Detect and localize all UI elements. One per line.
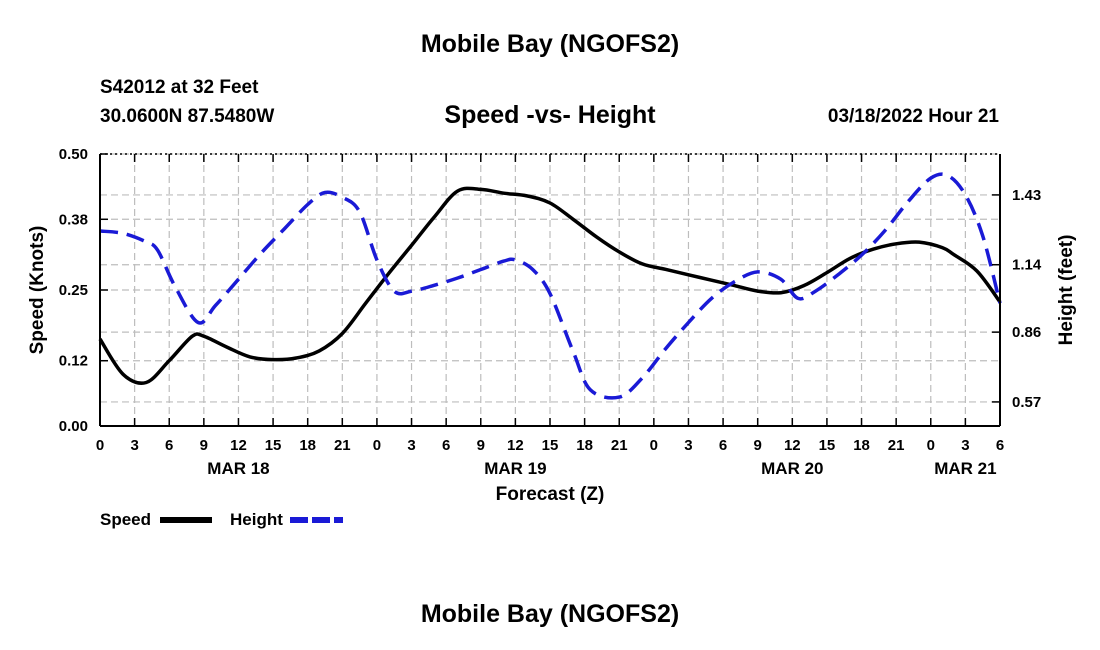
day-label: MAR 20 [761, 459, 823, 478]
y-left-axis-title: Speed (Knots) [27, 226, 48, 355]
x-tick-label: 0 [96, 437, 104, 454]
grid-lines [100, 153, 1000, 426]
x-tick-label: 6 [165, 437, 173, 454]
y-left-tick-label: 0.12 [59, 353, 88, 370]
y-left-tick-label: 0.50 [59, 146, 88, 163]
legend-label-height: Height [230, 510, 283, 529]
day-label: MAR 18 [207, 459, 269, 478]
x-tick-label: 18 [299, 437, 316, 454]
x-tick-label: 12 [784, 437, 801, 454]
y-right-tick-label: 0.86 [1012, 324, 1041, 341]
y-right-axis-title: Height (feet) [1056, 235, 1077, 346]
x-tick-label: 6 [996, 437, 1004, 454]
x-tick-label: 15 [265, 437, 282, 454]
x-tick-label: 3 [684, 437, 692, 454]
x-tick-label: 0 [373, 437, 381, 454]
day-label: MAR 21 [934, 459, 996, 478]
series-lines [98, 172, 1002, 400]
y-right-tick-label: 1.43 [1012, 187, 1041, 204]
x-tick-label: 0 [650, 437, 658, 454]
x-tick-label: 21 [334, 437, 351, 454]
station-coordinates: 30.0600N 87.5480W [100, 106, 275, 127]
x-tick-label: 18 [853, 437, 870, 454]
y-left-tick-label: 0.38 [59, 211, 88, 228]
y-left-tick-label: 0.00 [59, 418, 88, 435]
speed-series-line [98, 186, 1002, 385]
x-tick-label: 3 [961, 437, 969, 454]
station-label: S42012 at 32 Feet [100, 77, 259, 98]
x-tick-label: 15 [819, 437, 836, 454]
x-tick-label: 0 [927, 437, 935, 454]
legend-label-speed: Speed [100, 510, 151, 529]
x-tick-label: 15 [542, 437, 559, 454]
x-tick-label: 18 [576, 437, 593, 454]
axis-ticks [99, 153, 1001, 427]
chart-subtitle: Speed -vs- Height [444, 101, 656, 129]
y-right-tick-label: 1.14 [1012, 257, 1042, 274]
y-right-tick-label: 0.57 [1012, 394, 1041, 411]
x-tick-label: 3 [407, 437, 415, 454]
x-tick-label: 21 [611, 437, 628, 454]
x-tick-label: 6 [719, 437, 727, 454]
height-series-line [99, 172, 1002, 400]
x-axis-title: Forecast (Z) [496, 484, 605, 505]
x-tick-label: 12 [230, 437, 247, 454]
y-left-tick-label: 0.25 [59, 282, 88, 299]
x-tick-label: 3 [130, 437, 138, 454]
x-tick-label: 21 [888, 437, 905, 454]
x-tick-label: 9 [754, 437, 762, 454]
x-tick-label: 12 [507, 437, 524, 454]
footer-title: Mobile Bay (NGOFS2) [420, 600, 680, 628]
x-tick-label: 9 [477, 437, 485, 454]
day-label: MAR 19 [484, 459, 546, 478]
chart-title: Mobile Bay (NGOFS2) [420, 30, 680, 58]
x-tick-label: 6 [442, 437, 450, 454]
legend: Speed Height [100, 510, 343, 529]
x-tick-label: 9 [200, 437, 208, 454]
axis-labels: 0 3 6 9 12 15 18 21 0 3 6 9 12 15 18 21 0 3 6 9 12 15 18 21 0 3 6M… [27, 146, 1077, 505]
forecast-datetime: 03/18/2022 Hour 21 [827, 106, 999, 127]
